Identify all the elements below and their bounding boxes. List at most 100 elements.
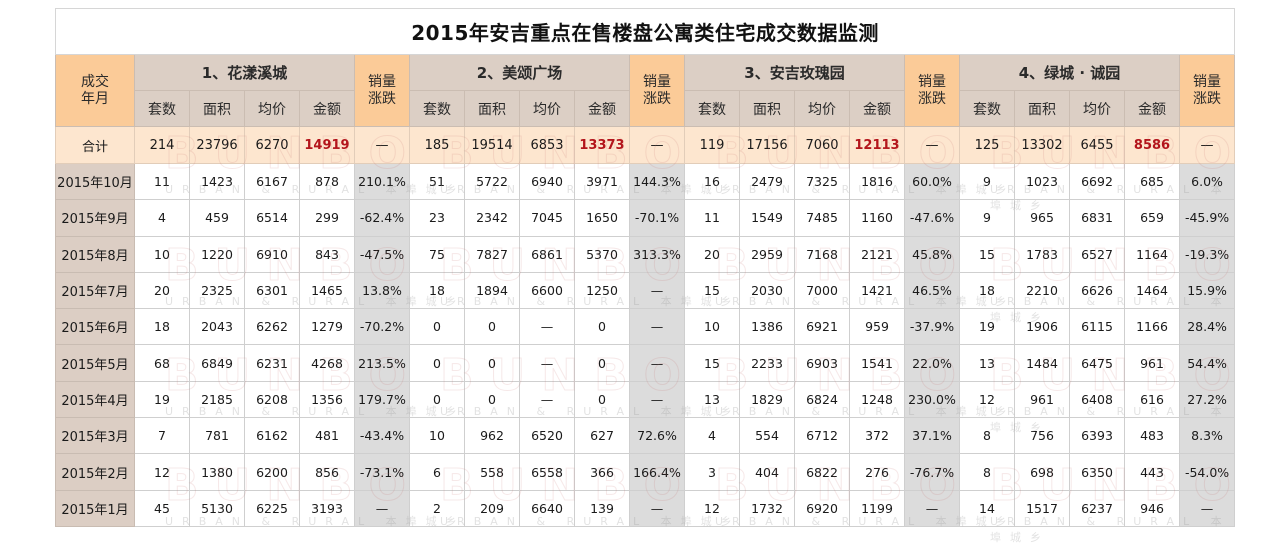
units-cell: 9: [959, 199, 1015, 237]
avg-price-cell: 6712: [794, 417, 850, 455]
amount-cell: 1816: [849, 162, 905, 201]
change-cell: 166.4%: [629, 453, 685, 491]
header-row-metrics: 套数 面积 均价 金额 套数 面积 均价 金额 套数 面积 均价 金额 套数 面积 均价 金额: [56, 90, 1235, 127]
avg-price-cell: 6231: [244, 344, 300, 382]
amount-column-header: 金额: [1124, 90, 1180, 127]
change-cell: -43.4%: [354, 417, 410, 455]
avg-price-cell: 6200: [244, 453, 300, 491]
units-cell: 0: [409, 308, 465, 346]
avg-price-cell: —: [519, 380, 575, 419]
avg-price-cell: 6921: [794, 308, 850, 346]
change-cell: —: [629, 344, 685, 382]
avg-price-column-header: 均价: [794, 90, 850, 127]
avg-price-cell: 6301: [244, 271, 300, 310]
change-cell: 230.0%: [904, 380, 960, 419]
avg-price-column-header: 均价: [244, 90, 300, 127]
area-cell: 6849: [189, 344, 245, 382]
avg-price-cell: 6527: [1069, 235, 1125, 273]
avg-price-cell: 6350: [1069, 453, 1125, 491]
area-cell: 2479: [739, 162, 795, 201]
table-row: 2015年3月 7 781 6162 481 -43.4% 10 962 6520 627 72.6…: [55, 417, 1236, 455]
area-cell: 459: [189, 199, 245, 237]
change-cell: 144.3%: [629, 162, 685, 201]
area-cell: 0: [464, 380, 520, 419]
month-cell: 2015年8月: [55, 235, 135, 273]
change-cell: —: [1178, 489, 1236, 527]
total-area-cell: 23796: [189, 126, 245, 164]
change-cell: —: [354, 489, 410, 527]
amount-cell: 443: [1124, 453, 1180, 491]
area-cell: 2030: [739, 271, 795, 310]
change-cell: -70.1%: [629, 199, 685, 237]
avg-price-cell: 6115: [1069, 308, 1125, 346]
area-cell: 2043: [189, 308, 245, 346]
area-cell: 1517: [1014, 489, 1070, 527]
change-cell: 179.7%: [354, 380, 410, 419]
avg-price-cell: 6861: [519, 235, 575, 273]
amount-cell: 856: [299, 453, 355, 491]
avg-price-cell: 7325: [794, 162, 850, 201]
units-cell: 4: [684, 417, 740, 455]
total-change-cell: —: [629, 126, 685, 164]
avg-price-cell: 6910: [244, 235, 300, 273]
units-cell: 18: [959, 271, 1015, 310]
amount-cell: 366: [574, 453, 630, 491]
units-cell: 18: [409, 271, 465, 310]
units-cell: 19: [959, 308, 1015, 346]
change-cell: 313.3%: [629, 235, 685, 273]
units-column-header: 套数: [959, 90, 1015, 127]
project-header-1: 1、花漾溪城: [134, 54, 355, 91]
area-cell: 2233: [739, 344, 795, 382]
amount-cell: 483: [1124, 417, 1180, 455]
avg-price-cell: —: [519, 308, 575, 346]
area-cell: 1783: [1014, 235, 1070, 273]
units-cell: 4: [134, 199, 190, 237]
change-header-line1: 销量: [1193, 73, 1222, 90]
change-cell: -47.6%: [904, 199, 960, 237]
units-cell: 19: [134, 380, 190, 419]
amount-cell: 1421: [849, 271, 905, 310]
area-cell: 961: [1014, 380, 1070, 419]
month-header-line1: 成交: [81, 73, 109, 90]
area-cell: 404: [739, 453, 795, 491]
month-header-line2: 年月: [81, 90, 109, 107]
total-amount-cell: 12113: [849, 126, 905, 164]
table-row: 2015年7月 20 2325 6301 1465 13.8% 18 1894 6600 1250…: [55, 271, 1236, 310]
table-row: 2015年9月 4 459 6514 299 -62.4% 23 2342 7045 1650 -7…: [55, 199, 1236, 237]
area-cell: 965: [1014, 199, 1070, 237]
units-cell: 8: [959, 453, 1015, 491]
month-cell: 2015年3月: [55, 417, 135, 455]
change-header-line2: 涨跌: [643, 90, 671, 107]
change-cell: -45.9%: [1178, 199, 1236, 237]
avg-price-cell: 6520: [519, 417, 575, 455]
amount-cell: 1250: [574, 271, 630, 310]
change-cell: 6.0%: [1178, 162, 1236, 201]
total-avg-price-cell: 7060: [794, 126, 850, 164]
units-column-header: 套数: [409, 90, 465, 127]
table-row: 2015年6月 18 2043 6262 1279 -70.2% 0 0—0—10 1386 69…: [55, 308, 1236, 346]
units-cell: 12: [959, 380, 1015, 419]
area-column-header: 面积: [464, 90, 520, 127]
data-table-container: 2015年安吉重点在售楼盘公寓类住宅成交数据监测 成交 年月 1、花漾溪城销量涨…: [54, 8, 1236, 544]
amount-cell: 959: [849, 308, 905, 346]
total-area-cell: 19514: [464, 126, 520, 164]
avg-price-cell: 6824: [794, 380, 850, 419]
units-cell: 11: [134, 162, 190, 201]
units-cell: 12: [684, 489, 740, 527]
area-cell: 2342: [464, 199, 520, 237]
units-cell: 20: [134, 271, 190, 310]
change-cell: 13.8%: [354, 271, 410, 310]
total-units-cell: 119: [684, 126, 740, 164]
avg-price-cell: 6640: [519, 489, 575, 527]
avg-price-cell: 7485: [794, 199, 850, 237]
change-cell: 37.1%: [904, 417, 960, 455]
total-amount-cell: 13373: [574, 126, 630, 164]
change-cell: -73.1%: [354, 453, 410, 491]
avg-price-cell: 6692: [1069, 162, 1125, 201]
area-cell: 5722: [464, 162, 520, 201]
title-row: 2015年安吉重点在售楼盘公寓类住宅成交数据监测: [54, 8, 1236, 55]
month-cell: 2015年7月: [55, 271, 135, 310]
total-avg-price-cell: 6270: [244, 126, 300, 164]
avg-price-cell: 6600: [519, 271, 575, 310]
avg-price-cell: 6408: [1069, 380, 1125, 419]
